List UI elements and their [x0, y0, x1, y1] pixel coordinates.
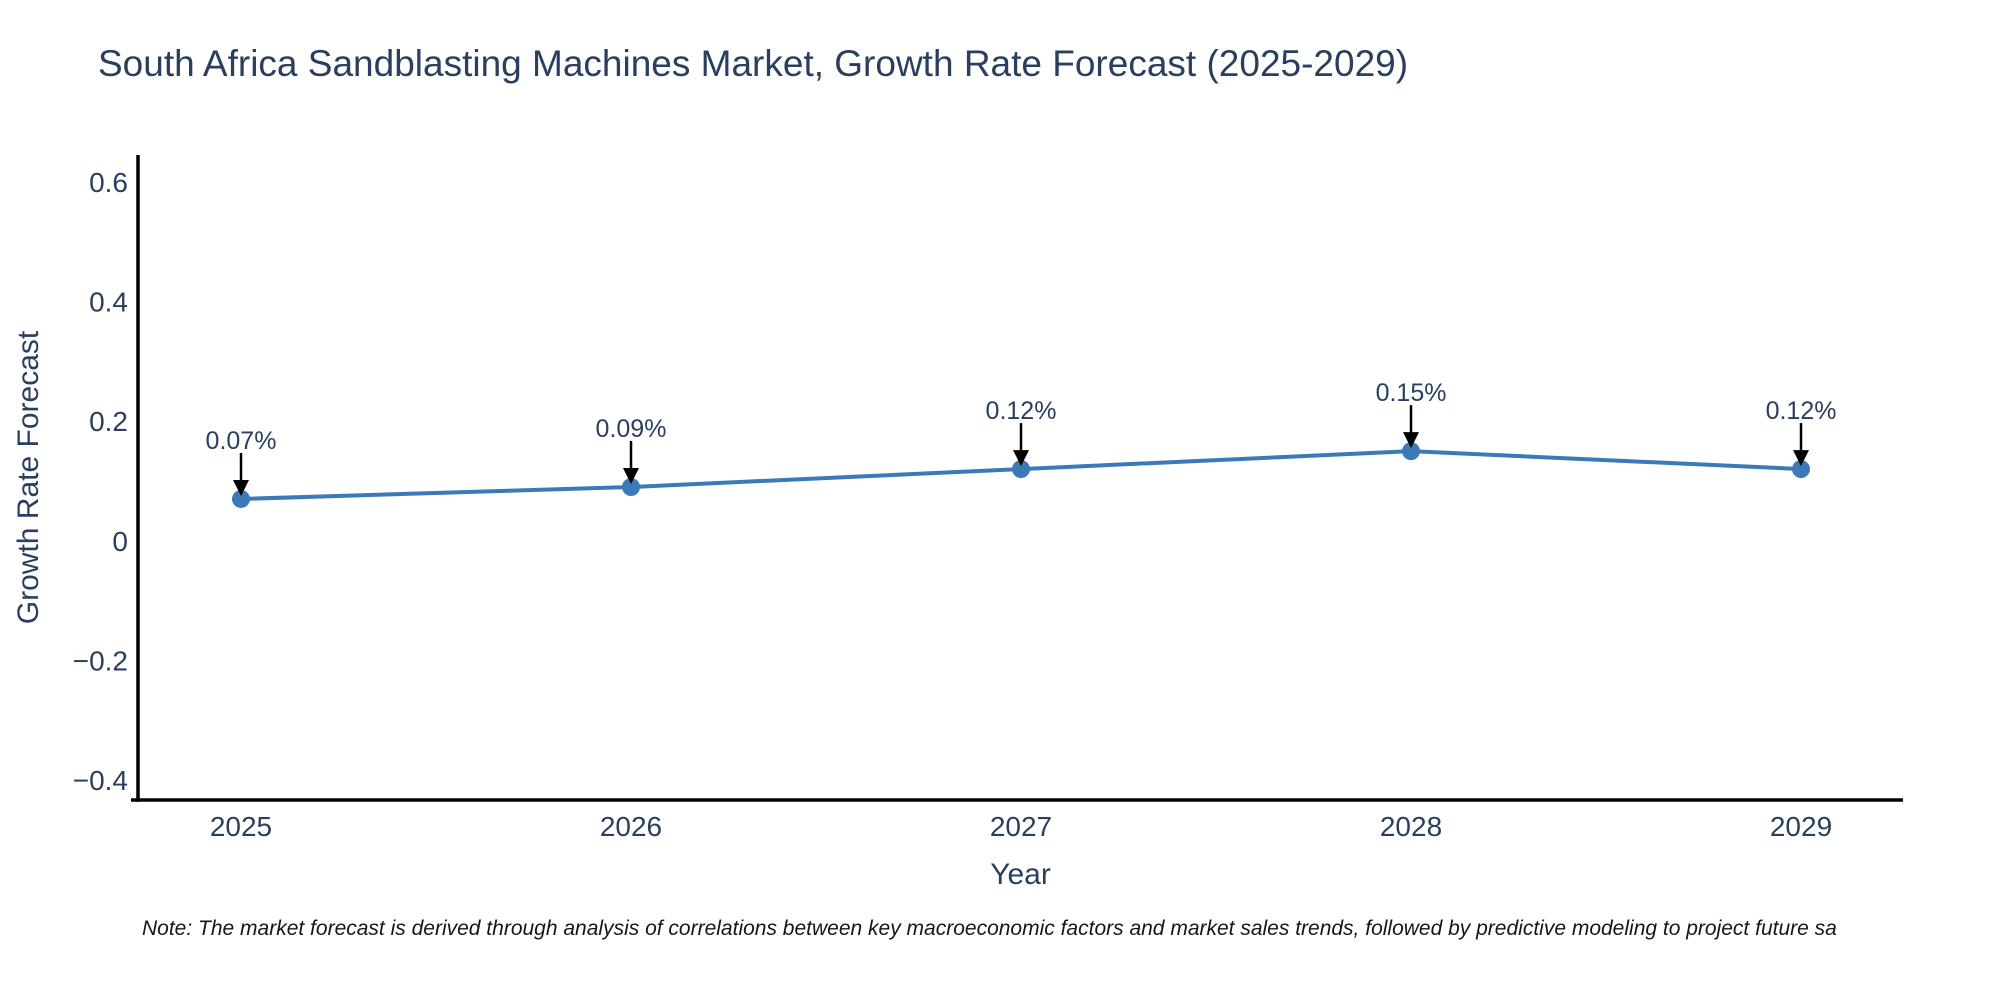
data-point-marker[interactable]	[622, 478, 641, 497]
chart-title: South Africa Sandblasting Machines Marke…	[98, 43, 1409, 84]
data-point-marker[interactable]	[1012, 460, 1031, 479]
annotation-label: 0.09%	[596, 415, 667, 443]
x-tick-label: 2028	[1380, 811, 1442, 842]
annotation-arrow-head	[232, 479, 249, 496]
x-axis-title: Year	[990, 858, 1051, 891]
y-tick-label: 0.2	[89, 406, 128, 437]
x-tick-label: 2027	[990, 811, 1052, 842]
footnote: Note: The market forecast is derived thr…	[142, 917, 1837, 940]
data-point-marker[interactable]	[1402, 442, 1421, 461]
y-tick-label: −0.2	[73, 645, 128, 676]
annotation-arrow-head	[1013, 450, 1030, 467]
annotation-label: 0.07%	[206, 427, 277, 455]
y-axis-title: Growth Rate Forecast	[12, 330, 45, 624]
y-tick-label: 0	[112, 526, 128, 557]
annotation-label: 0.12%	[986, 397, 1057, 425]
y-tick-label: 0.6	[89, 167, 128, 198]
x-tick-label: 2026	[600, 811, 662, 842]
data-point-marker[interactable]	[231, 489, 250, 508]
y-tick-label: −0.4	[73, 765, 128, 796]
data-point-marker[interactable]	[1792, 460, 1811, 479]
x-tick-label: 2029	[1770, 811, 1832, 842]
annotation-label: 0.12%	[1766, 397, 1837, 425]
x-tick-label: 2025	[210, 811, 272, 842]
annotation-arrow-head	[623, 468, 640, 485]
annotation-arrow-head	[1793, 450, 1810, 467]
annotation-arrow-head	[1403, 432, 1420, 449]
y-tick-label: 0.4	[89, 287, 128, 318]
annotation-label: 0.15%	[1376, 379, 1447, 407]
